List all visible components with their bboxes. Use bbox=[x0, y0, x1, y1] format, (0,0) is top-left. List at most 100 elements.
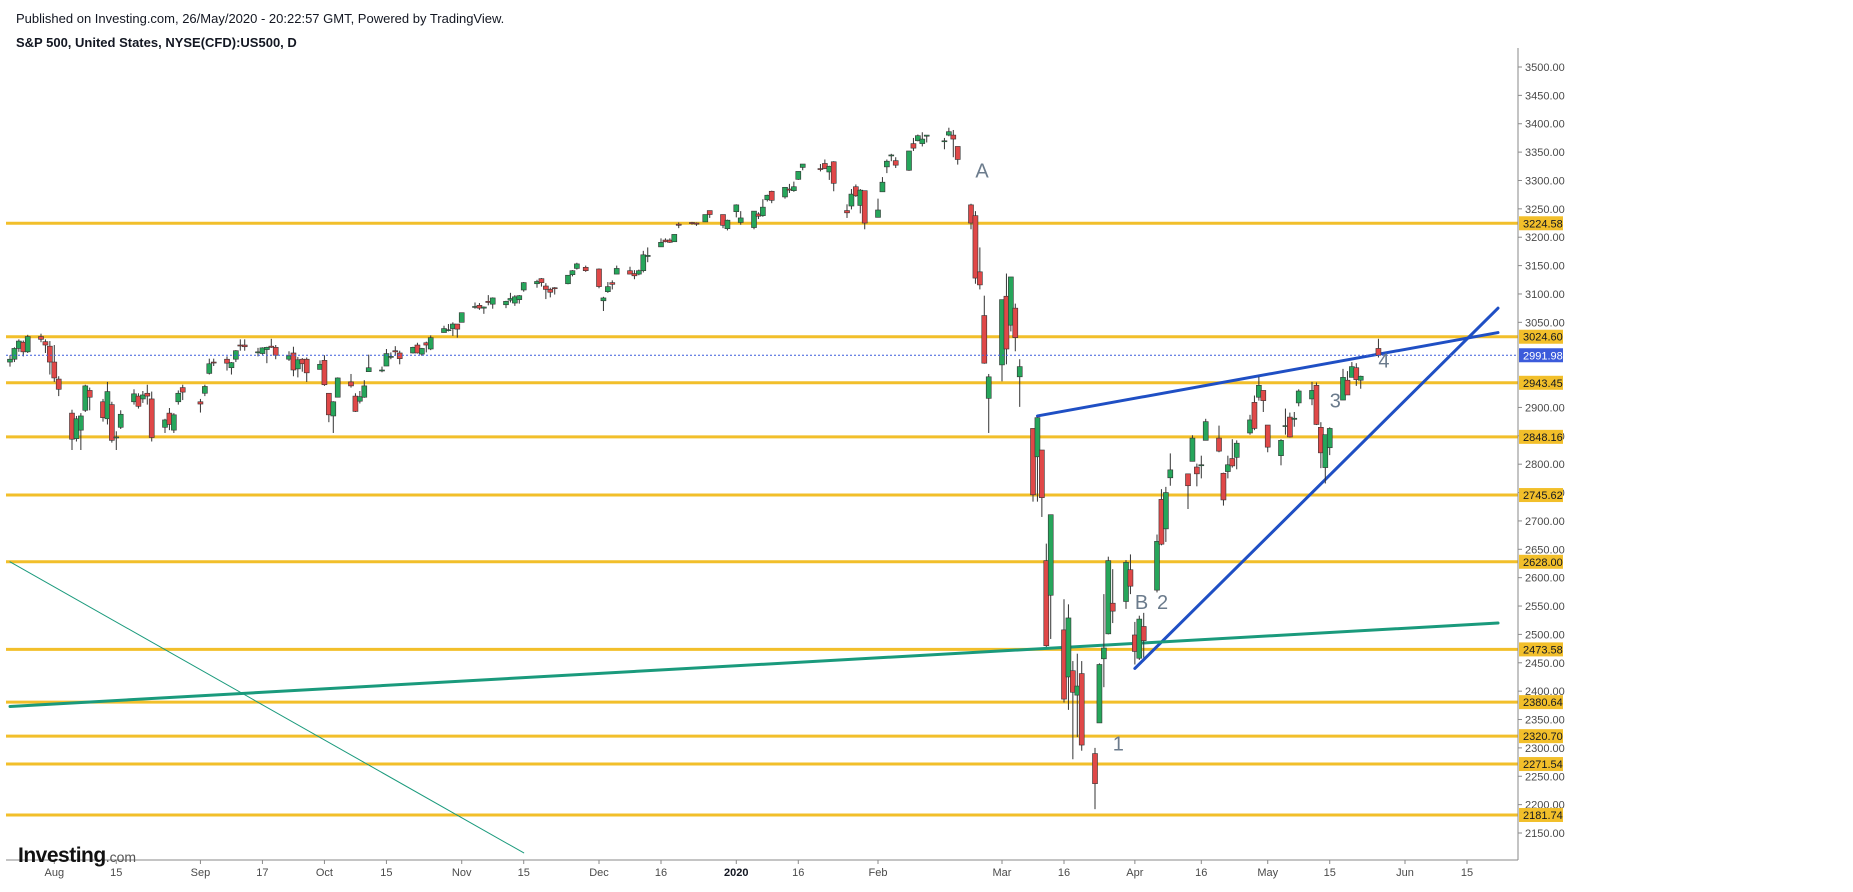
candle[interactable] bbox=[388, 352, 394, 360]
candle[interactable] bbox=[1034, 417, 1041, 502]
candle[interactable] bbox=[600, 296, 607, 311]
candle[interactable] bbox=[1225, 455, 1231, 479]
candle[interactable] bbox=[348, 373, 354, 388]
candle[interactable] bbox=[596, 268, 602, 289]
candle[interactable] bbox=[613, 265, 620, 275]
candle[interactable] bbox=[1322, 434, 1329, 484]
candle[interactable] bbox=[1167, 453, 1174, 486]
candle[interactable] bbox=[605, 282, 611, 293]
candle[interactable] bbox=[516, 295, 523, 304]
candle[interactable] bbox=[972, 211, 979, 284]
candle[interactable] bbox=[1291, 411, 1298, 427]
candle[interactable] bbox=[582, 265, 589, 272]
candle[interactable] bbox=[565, 274, 571, 285]
candle[interactable] bbox=[117, 410, 124, 430]
candle[interactable] bbox=[1012, 303, 1019, 352]
candle[interactable] bbox=[915, 134, 921, 142]
candle[interactable] bbox=[1163, 486, 1169, 542]
candle[interactable] bbox=[1140, 612, 1147, 658]
candle[interactable] bbox=[1313, 382, 1320, 426]
candle[interactable] bbox=[259, 347, 266, 355]
candle[interactable] bbox=[636, 269, 642, 276]
candle[interactable] bbox=[1092, 747, 1098, 810]
candle[interactable] bbox=[7, 355, 13, 367]
trend-line-descending-line[interactable] bbox=[9, 561, 525, 854]
candle[interactable] bbox=[1260, 390, 1267, 412]
candle[interactable] bbox=[42, 339, 49, 353]
candle[interactable] bbox=[171, 413, 177, 433]
candle[interactable] bbox=[82, 384, 89, 412]
candle[interactable] bbox=[503, 300, 509, 309]
candle[interactable] bbox=[627, 266, 633, 275]
candle[interactable] bbox=[441, 325, 447, 333]
candle[interactable] bbox=[321, 355, 328, 386]
candle[interactable] bbox=[538, 278, 545, 287]
trend-line-long-support[interactable] bbox=[8, 621, 1500, 708]
candle[interactable] bbox=[693, 222, 700, 226]
candle[interactable] bbox=[1198, 455, 1205, 479]
candle[interactable] bbox=[981, 295, 988, 364]
candle[interactable] bbox=[175, 390, 182, 405]
candle[interactable] bbox=[1008, 276, 1014, 332]
candle[interactable] bbox=[1039, 449, 1045, 517]
candle[interactable] bbox=[1251, 395, 1258, 431]
candle[interactable] bbox=[113, 431, 120, 450]
candle[interactable] bbox=[954, 146, 961, 165]
candle[interactable] bbox=[379, 366, 385, 373]
candle[interactable] bbox=[197, 398, 204, 413]
candle[interactable] bbox=[733, 204, 740, 218]
candle[interactable] bbox=[1264, 424, 1271, 453]
candle[interactable] bbox=[11, 347, 18, 363]
candle[interactable] bbox=[799, 163, 806, 171]
candle[interactable] bbox=[848, 188, 855, 210]
candle[interactable] bbox=[1109, 569, 1116, 624]
candle[interactable] bbox=[879, 177, 886, 193]
candle[interactable] bbox=[140, 390, 146, 403]
candle[interactable] bbox=[919, 132, 926, 147]
candle[interactable] bbox=[396, 350, 403, 365]
candle[interactable] bbox=[817, 164, 824, 172]
candle[interactable] bbox=[55, 376, 62, 397]
candle[interactable] bbox=[357, 390, 363, 404]
candle[interactable] bbox=[675, 222, 682, 229]
candle[interactable] bbox=[392, 346, 399, 356]
candle[interactable] bbox=[1101, 594, 1107, 688]
candle[interactable] bbox=[1344, 371, 1351, 396]
candle[interactable] bbox=[38, 333, 44, 343]
candle[interactable] bbox=[224, 356, 230, 371]
candle[interactable] bbox=[1216, 425, 1222, 453]
candle[interactable] bbox=[910, 137, 917, 151]
candle[interactable] bbox=[520, 282, 527, 292]
candle[interactable] bbox=[1202, 418, 1209, 441]
candle[interactable] bbox=[330, 401, 337, 433]
candle[interactable] bbox=[1096, 663, 1103, 724]
candle[interactable] bbox=[1047, 514, 1054, 639]
candle[interactable] bbox=[782, 186, 788, 199]
candle[interactable] bbox=[1030, 428, 1036, 502]
candle[interactable] bbox=[1070, 661, 1076, 760]
candle[interactable] bbox=[1326, 427, 1333, 456]
candle[interactable] bbox=[941, 137, 948, 150]
candle[interactable] bbox=[210, 358, 217, 367]
candle[interactable] bbox=[1016, 359, 1023, 407]
candle[interactable] bbox=[47, 341, 53, 375]
candle[interactable] bbox=[272, 345, 279, 360]
candle[interactable] bbox=[241, 339, 248, 351]
candle[interactable] bbox=[144, 384, 151, 405]
candle[interactable] bbox=[1295, 389, 1302, 407]
candle[interactable] bbox=[233, 350, 239, 363]
candle[interactable] bbox=[706, 210, 713, 218]
candle[interactable] bbox=[923, 134, 930, 143]
candle[interactable] bbox=[640, 250, 647, 273]
candle[interactable] bbox=[1233, 440, 1240, 470]
candle[interactable] bbox=[78, 413, 84, 450]
candle[interactable] bbox=[1278, 439, 1284, 466]
candle[interactable] bbox=[888, 153, 895, 162]
candle[interactable] bbox=[1220, 472, 1227, 506]
candle[interactable] bbox=[419, 347, 425, 356]
candle[interactable] bbox=[334, 377, 341, 398]
candle[interactable] bbox=[977, 247, 983, 290]
candle[interactable] bbox=[1353, 363, 1360, 386]
candle[interactable] bbox=[1287, 412, 1293, 438]
candle[interactable] bbox=[1194, 463, 1200, 487]
